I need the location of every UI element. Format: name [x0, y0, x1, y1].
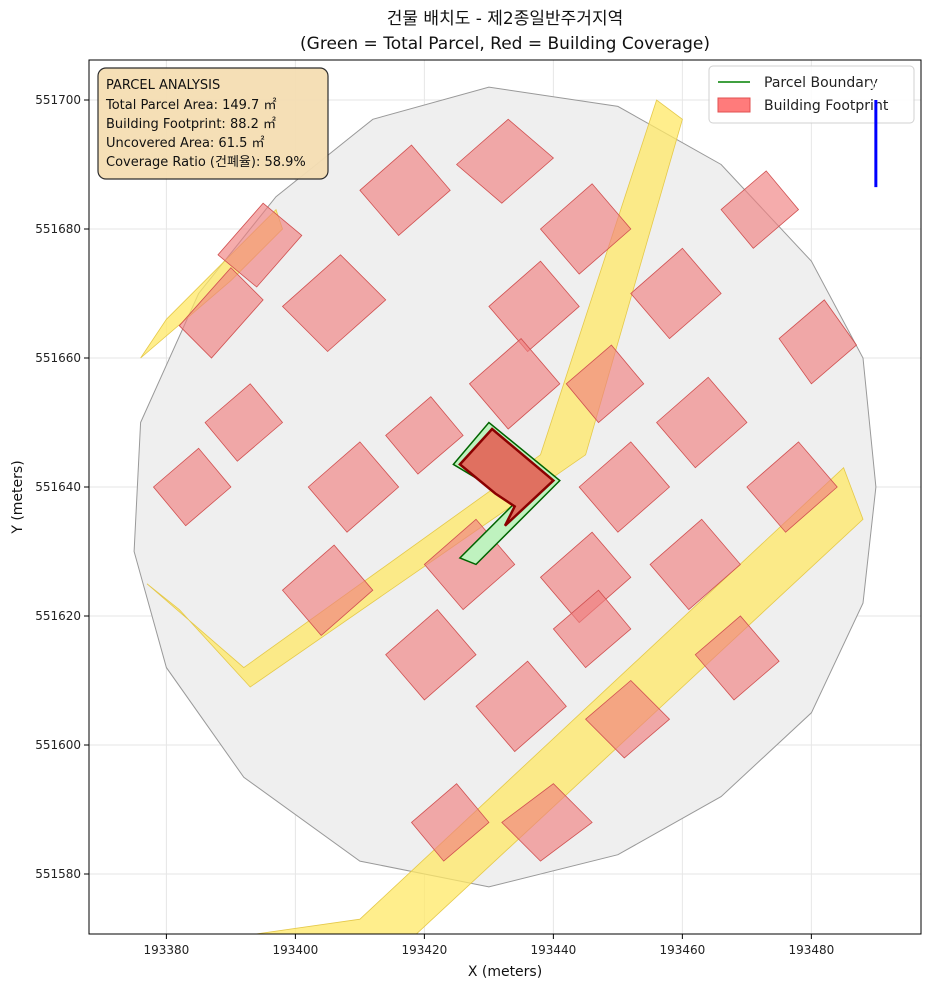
context-building	[281, 254, 387, 353]
info-box-background	[97, 67, 329, 180]
plot-frame	[88, 59, 922, 935]
context-building	[746, 441, 838, 533]
x-tick-label: 193440	[530, 943, 576, 957]
context-building	[585, 679, 671, 759]
context-building	[630, 247, 722, 340]
north-arrow-label: N	[871, 79, 880, 93]
chart-title-line1: 건물 배치도 - 제2종일반주거지역	[387, 9, 623, 29]
y-tick-label: 551680	[35, 222, 81, 236]
legend-box	[708, 65, 915, 124]
context-building	[539, 183, 632, 275]
context-building	[217, 202, 303, 288]
y-tick-label: 551600	[35, 738, 81, 752]
target-building	[458, 427, 556, 527]
axis-ticks: 193380 193400 193420 193440 193460 193480 5515…	[35, 93, 834, 957]
y-tick-label: 551660	[35, 351, 81, 365]
legend-building-label: Building Footprint	[764, 98, 889, 114]
x-tick-label: 193460	[659, 943, 705, 957]
context-building	[778, 299, 858, 385]
x-tick-label: 193480	[788, 943, 834, 957]
info-line-uncovered: Uncovered Area: 61.5 ㎡	[106, 136, 265, 151]
context-building	[281, 544, 374, 636]
context-building	[649, 518, 741, 611]
context-building	[488, 260, 580, 353]
legend-parcel-label: Parcel Boundary	[764, 75, 878, 91]
context-building	[410, 783, 490, 862]
y-tick-label: 551580	[35, 867, 81, 881]
context-building	[501, 783, 593, 862]
context-building	[578, 441, 671, 533]
context-building	[455, 118, 555, 204]
context-building	[385, 609, 477, 701]
context-building	[359, 144, 451, 236]
context-building	[178, 267, 264, 359]
info-line-total-area: Total Parcel Area: 149.7 ㎡	[105, 98, 276, 113]
context-building	[656, 376, 748, 469]
context-building	[307, 441, 400, 533]
x-tick-label: 193420	[401, 943, 447, 957]
y-axis-label: Y (meters)	[10, 460, 26, 534]
info-box: PARCEL ANALYSIS Total Parcel Area: 149.7…	[97, 67, 329, 180]
context-building	[385, 396, 464, 475]
x-tick-label: 193400	[272, 943, 318, 957]
legend: Parcel Boundary Building Footprint	[708, 65, 915, 124]
context-building	[204, 383, 284, 462]
context-building	[539, 531, 632, 624]
y-tick-label: 551700	[35, 93, 81, 107]
chart-title-line2: (Green = Total Parcel, Red = Building Co…	[300, 34, 710, 54]
y-tick-label: 551620	[35, 609, 81, 623]
context-building	[552, 589, 632, 669]
x-axis-label: X (meters)	[468, 964, 542, 980]
context-building	[475, 660, 567, 753]
context-building	[565, 344, 645, 424]
map-layer	[133, 86, 877, 934]
context-building	[468, 338, 561, 430]
context-building	[694, 615, 780, 701]
x-tick-label: 193380	[143, 943, 189, 957]
info-line-footprint: Building Footprint: 88.2 ㎡	[106, 117, 276, 132]
info-line-coverage: Coverage Ratio (건폐율): 58.9%	[106, 155, 306, 170]
context-building	[720, 170, 800, 249]
info-heading: PARCEL ANALYSIS	[106, 78, 220, 93]
north-arrow: N	[871, 79, 880, 188]
y-tick-label: 551640	[35, 480, 81, 494]
context-building	[152, 447, 232, 527]
legend-building-swatch	[717, 97, 751, 113]
